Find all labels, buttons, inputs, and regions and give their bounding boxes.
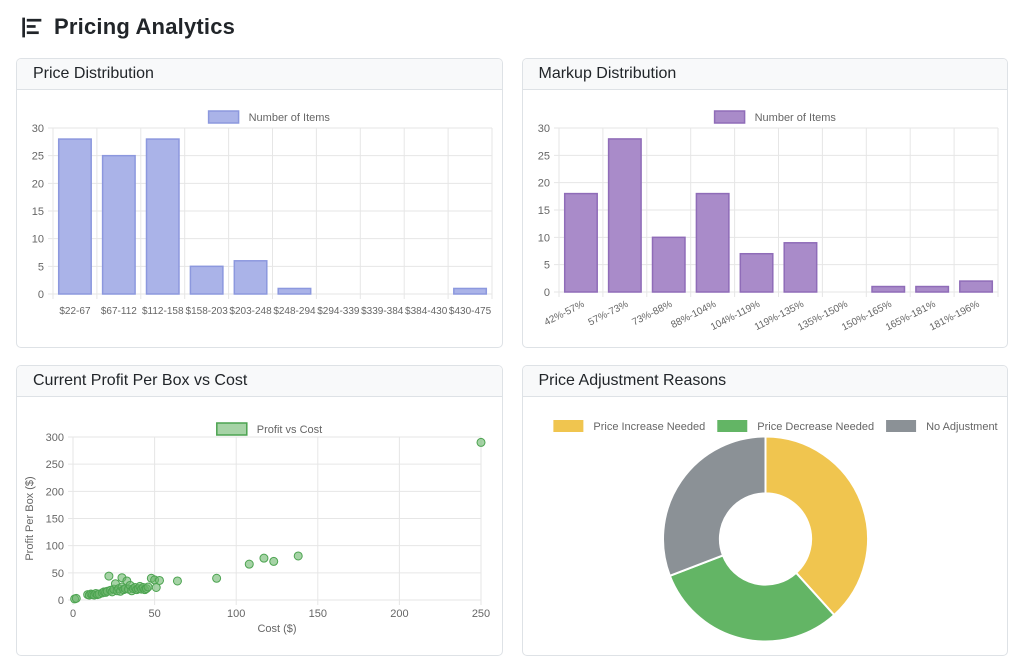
svg-text:104%-119%: 104%-119%: [709, 299, 762, 333]
page-header: Pricing Analytics: [20, 14, 1008, 40]
svg-text:Profit vs Cost: Profit vs Cost: [257, 424, 322, 436]
svg-text:$430-475: $430-475: [449, 306, 492, 317]
price-adjustment-reasons-chart[interactable]: Price Increase Needed Price Decrease Need…: [531, 405, 1000, 647]
svg-text:100: 100: [46, 541, 64, 553]
svg-text:20: 20: [537, 178, 549, 190]
svg-text:100: 100: [227, 608, 245, 620]
svg-text:0: 0: [38, 289, 44, 301]
svg-text:10: 10: [32, 234, 44, 246]
svg-text:$384-430: $384-430: [405, 306, 448, 317]
card-title-price-distribution: Price Distribution: [17, 59, 502, 90]
svg-text:5: 5: [38, 261, 44, 273]
svg-text:No Adjustment: No Adjustment: [926, 421, 998, 433]
svg-text:30: 30: [537, 123, 549, 135]
svg-text:0: 0: [58, 595, 64, 607]
card-title-markup-distribution: Markup Distribution: [522, 59, 1007, 90]
svg-text:150: 150: [46, 514, 64, 526]
svg-text:Number of Items: Number of Items: [754, 112, 836, 124]
svg-text:$339-384: $339-384: [361, 306, 404, 317]
bar-chart-icon: [22, 17, 42, 37]
charts-grid: Price Distribution 0 5 10 15 20 25 30 $22-67 $67…: [16, 58, 1008, 656]
svg-text:30: 30: [32, 123, 44, 135]
svg-text:0: 0: [543, 287, 549, 299]
svg-text:50: 50: [148, 608, 160, 620]
page-title: Pricing Analytics: [54, 14, 236, 39]
svg-text:200: 200: [390, 608, 408, 620]
svg-text:0: 0: [70, 608, 76, 620]
card-profit-vs-cost: Current Profit Per Box vs Cost 0 50 100 150…: [16, 365, 503, 656]
svg-text:150: 150: [309, 608, 327, 620]
svg-text:10: 10: [537, 232, 549, 244]
card-price-adjustment-reasons: Price Adjustment Reasons Price Increase …: [521, 365, 1008, 656]
svg-text:$203-248: $203-248: [229, 306, 272, 317]
svg-text:15: 15: [537, 205, 549, 217]
svg-text:25: 25: [32, 151, 44, 163]
svg-text:Cost ($): Cost ($): [257, 623, 296, 635]
svg-text:$294-339: $294-339: [317, 306, 360, 317]
svg-text:Number of Items: Number of Items: [249, 112, 331, 124]
markup-distribution-chart[interactable]: 0 5 10 15 20 25 30 42%-57% 57%-73% 73%-88% 88%-104…: [531, 98, 1000, 339]
svg-text:57%-73%: 57%-73%: [586, 299, 630, 329]
svg-text:42%-57%: 42%-57%: [542, 299, 586, 329]
svg-text:5: 5: [543, 260, 549, 272]
svg-text:250: 250: [472, 608, 490, 620]
svg-text:250: 250: [46, 459, 64, 471]
card-markup-distribution: Markup Distribution 0 5 10 15 20 25 30 42%-57% 5…: [521, 58, 1008, 348]
svg-text:Price Increase Needed: Price Increase Needed: [593, 421, 705, 433]
svg-text:$158-203: $158-203: [186, 306, 229, 317]
card-title-price-adjustment-reasons: Price Adjustment Reasons: [522, 366, 1007, 397]
svg-text:$67-112: $67-112: [101, 306, 137, 317]
svg-text:300: 300: [46, 432, 64, 444]
price-distribution-chart[interactable]: 0 5 10 15 20 25 30 $22-67 $67-112 $112-158 $158-20…: [25, 98, 494, 339]
svg-text:50: 50: [52, 568, 64, 580]
svg-text:25: 25: [537, 150, 549, 162]
profit-vs-cost-chart[interactable]: 0 50 100 150 200 250 300 0 50 100 150 200 250 Cost ($…: [25, 405, 494, 647]
svg-text:15: 15: [32, 206, 44, 218]
svg-text:$22-67: $22-67: [59, 306, 91, 317]
svg-text:$112-158: $112-158: [142, 306, 184, 317]
svg-text:73%-88%: 73%-88%: [630, 299, 674, 329]
svg-text:$248-294: $248-294: [273, 306, 316, 317]
svg-text:Profit Per Box ($): Profit Per Box ($): [25, 476, 36, 560]
svg-text:20: 20: [32, 178, 44, 190]
svg-text:Price Decrease Needed: Price Decrease Needed: [757, 421, 874, 433]
card-title-profit-vs-cost: Current Profit Per Box vs Cost: [17, 366, 502, 397]
svg-text:181%-196%: 181%-196%: [927, 299, 981, 334]
card-price-distribution: Price Distribution 0 5 10 15 20 25 30 $22-67 $67…: [16, 58, 503, 348]
svg-text:200: 200: [46, 486, 64, 498]
